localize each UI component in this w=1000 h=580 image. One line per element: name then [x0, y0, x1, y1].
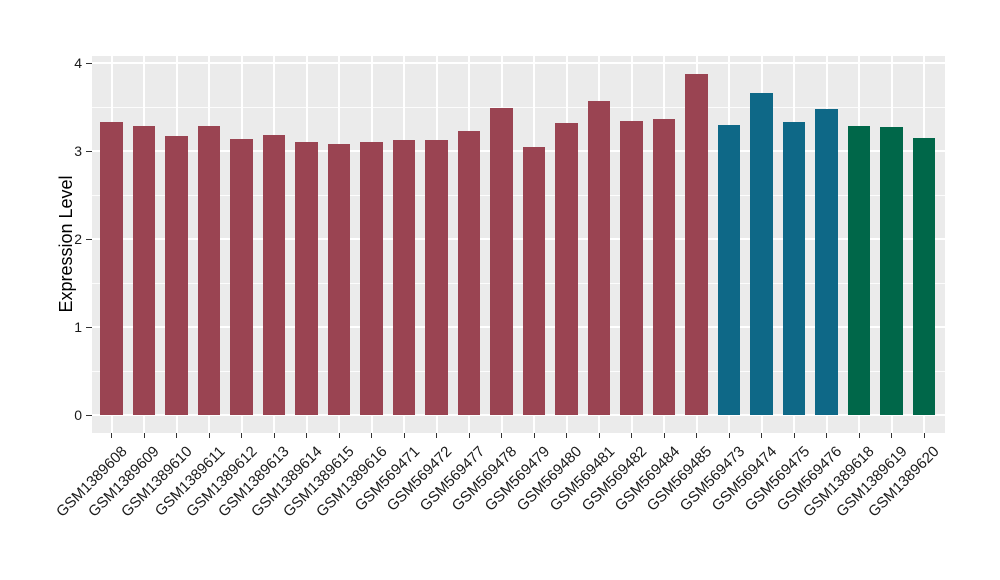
bar-GSM1389616 [360, 142, 383, 415]
bar-GSM569484 [652, 119, 676, 415]
plot-panel [92, 56, 945, 433]
bar-GSM569472 [425, 139, 448, 415]
bar-GSM569481 [587, 100, 611, 415]
bar-GSM1389612 [230, 138, 253, 415]
gridline-major-y3 [92, 150, 945, 152]
x-tick-GSM1389611 [208, 433, 210, 438]
bar-GSM569477 [457, 130, 481, 415]
bar-GSM1389613 [262, 135, 286, 415]
y-tick-2 [86, 238, 92, 240]
x-tick-GSM1389609 [143, 433, 145, 438]
x-tick-GSM569479 [533, 433, 535, 438]
x-tick-GSM1389620 [923, 433, 925, 438]
bar-GSM569474 [750, 92, 773, 415]
x-tick-GSM1389618 [858, 433, 860, 438]
x-tick-GSM1389612 [241, 433, 242, 438]
gridline-minor-y1.5 [92, 282, 945, 284]
bar-GSM1389609 [132, 126, 156, 415]
bar-GSM1389614 [295, 142, 318, 415]
gridline-major-y0 [92, 414, 945, 416]
x-tick-GSM569478 [501, 433, 502, 438]
bar-GSM1389615 [327, 143, 351, 415]
x-tick-GSM1389615 [338, 433, 340, 438]
bar-GSM1389608 [100, 121, 123, 415]
bar-GSM569479 [522, 146, 546, 415]
y-tick-label-2: 2 [74, 231, 82, 247]
x-tick-GSM1389608 [111, 433, 112, 438]
x-tick-GSM1389614 [306, 433, 307, 438]
bar-GSM569480 [555, 122, 578, 415]
x-tick-GSM569482 [631, 433, 632, 438]
y-tick-label-4: 4 [74, 55, 82, 71]
bar-GSM569482 [620, 121, 643, 415]
x-tick-GSM569473 [728, 433, 730, 438]
bar-GSM1389618 [847, 126, 871, 415]
gridline-major-y4 [92, 62, 945, 64]
x-tick-GSM1389610 [176, 433, 177, 438]
gridline-minor-y2.5 [92, 194, 945, 196]
y-tick-4 [86, 62, 92, 64]
bar-GSM1389611 [197, 126, 221, 415]
x-tick-GSM569484 [663, 433, 665, 438]
bar-GSM569473 [717, 124, 741, 415]
bar-GSM569475 [782, 121, 806, 415]
x-tick-GSM569476 [826, 433, 827, 438]
gridline-major-y1 [92, 326, 945, 328]
bar-GSM569478 [490, 107, 513, 415]
y-tick-1 [86, 326, 92, 328]
gridline-minor-y0.5 [92, 370, 945, 372]
x-tick-GSM1389613 [273, 433, 275, 438]
bar-GSM1389610 [165, 136, 188, 415]
x-tick-GSM569471 [403, 433, 405, 438]
x-tick-GSM569481 [598, 433, 600, 438]
bar-GSM569471 [392, 139, 416, 415]
x-tick-GSM569480 [566, 433, 567, 438]
y-tick-label-3: 3 [74, 143, 82, 159]
y-tick-3 [86, 150, 92, 152]
bar-GSM569476 [815, 108, 838, 415]
x-tick-GSM569477 [468, 433, 470, 438]
bar-GSM1389620 [912, 137, 936, 415]
bar-GSM1389619 [880, 127, 903, 415]
x-tick-GSM569472 [436, 433, 437, 438]
bar-GSM569485 [685, 73, 708, 415]
x-tick-GSM569475 [793, 433, 795, 438]
x-tick-GSM1389619 [891, 433, 892, 438]
x-tick-GSM1389616 [371, 433, 372, 438]
gridline-minor-y3.5 [92, 106, 945, 108]
y-tick-0 [86, 414, 92, 416]
x-tick-GSM569474 [761, 433, 762, 438]
x-tick-GSM569485 [696, 433, 697, 438]
y-tick-label-0: 0 [74, 407, 82, 423]
gridline-major-y2 [92, 238, 945, 240]
y-tick-label-1: 1 [74, 319, 82, 335]
